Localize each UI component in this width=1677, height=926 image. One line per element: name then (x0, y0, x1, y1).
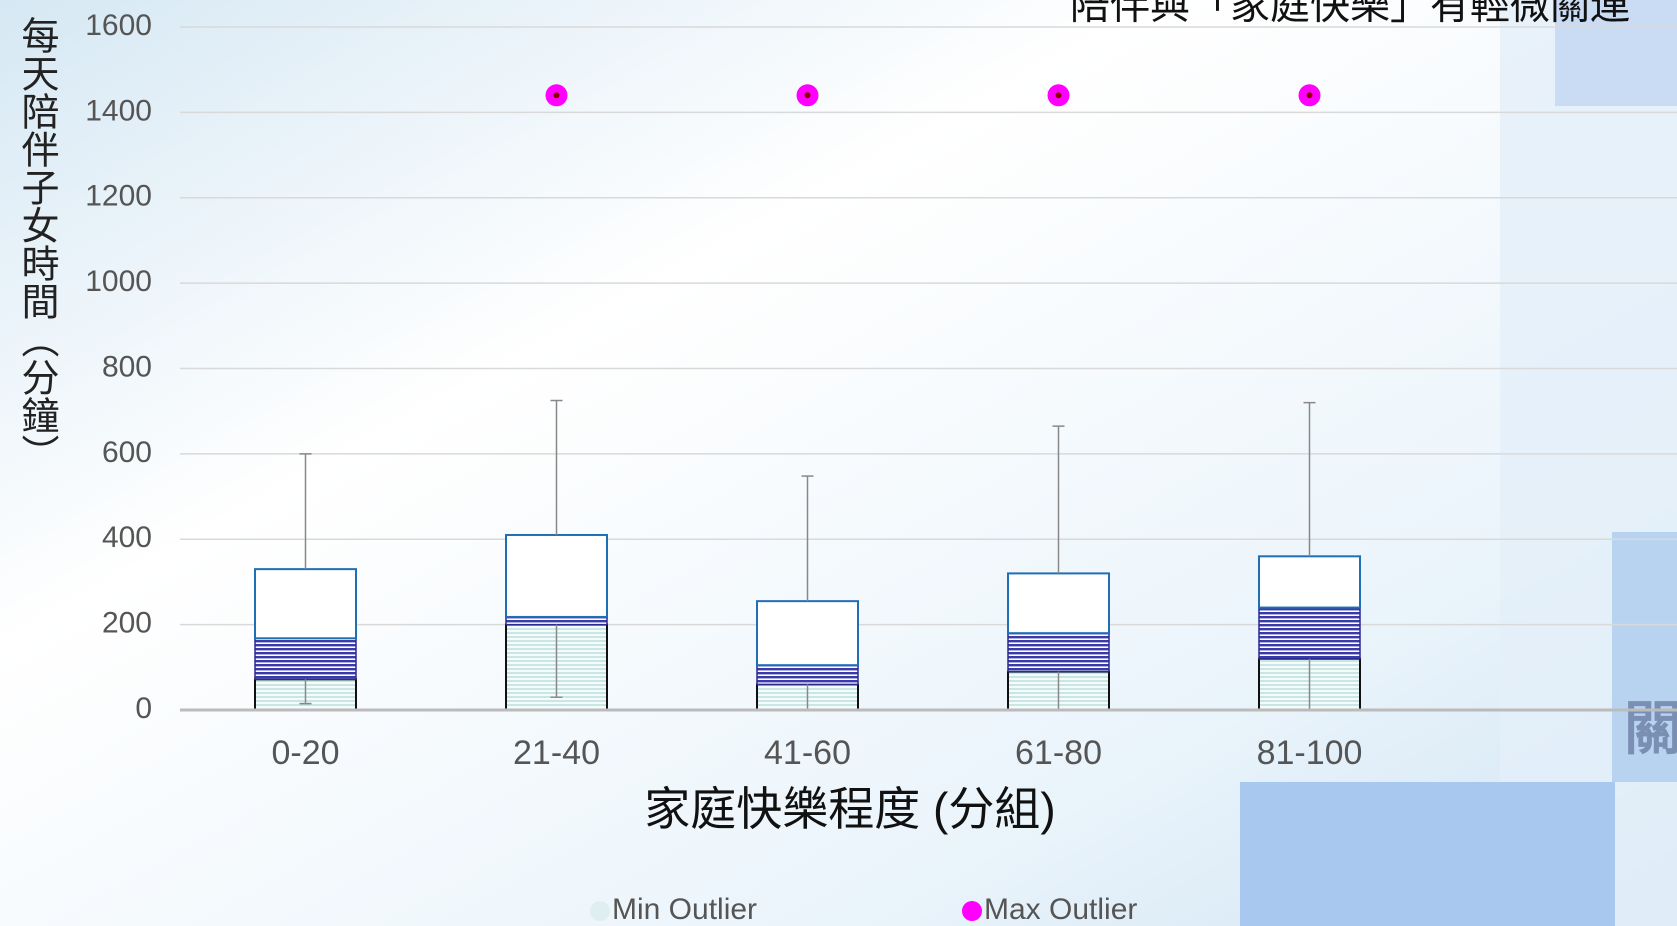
box-q1-median (756, 664, 859, 686)
box-median-q3 (505, 533, 608, 618)
box-q1-median (1258, 606, 1361, 660)
legend-label: Max Outlier (984, 893, 1137, 926)
decor (1555, 0, 1677, 106)
outlier-center (1306, 92, 1313, 99)
y-tick-label: 1200 (85, 180, 152, 213)
legend-marker (590, 901, 610, 921)
y-tick-label: 1400 (85, 94, 152, 127)
box-median-q3 (756, 600, 859, 667)
box-q1-median (505, 616, 608, 626)
decor (1240, 782, 1615, 926)
y-tick-label: 800 (102, 350, 152, 383)
x-tick-label: 21-40 (513, 734, 600, 772)
side-text: 關 (1624, 696, 1677, 761)
outlier-center (553, 92, 560, 99)
box-median-q3 (1258, 555, 1361, 609)
x-tick-label: 61-80 (1015, 734, 1102, 772)
decor (1612, 532, 1677, 782)
legend-label: Min Outlier (612, 893, 757, 926)
box-median-q3 (254, 568, 357, 640)
outlier-center (1055, 92, 1062, 99)
y-tick-label: 600 (102, 436, 152, 469)
y-axis-label: 每天陪伴子女時間（分鐘） (15, 16, 59, 472)
legend-marker (962, 901, 982, 921)
y-tick-label: 400 (102, 521, 152, 554)
x-tick-label: 81-100 (1257, 734, 1363, 772)
y-tick-label: 1000 (85, 265, 152, 298)
y-tick-label: 1600 (85, 9, 152, 42)
x-tick-label: 0-20 (271, 734, 339, 772)
y-tick-label: 0 (135, 692, 152, 725)
box-q1-median (254, 637, 357, 681)
y-tick-label: 200 (102, 607, 152, 640)
chart-title: 陪伴與「家庭快樂」有輕微關連 (1070, 0, 1630, 28)
box-median-q3 (1007, 572, 1110, 635)
box-q1-median (1007, 632, 1110, 673)
x-tick-label: 41-60 (764, 734, 851, 772)
outlier-center (804, 92, 811, 99)
x-axis-label: 家庭快樂程度 (分組) (644, 783, 1055, 835)
